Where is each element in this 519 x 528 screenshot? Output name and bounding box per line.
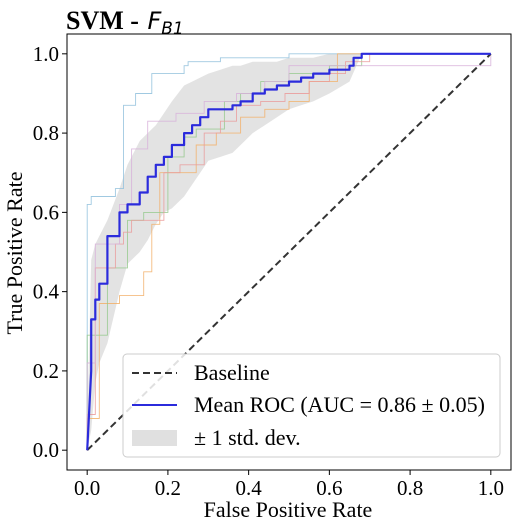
plot-frame bbox=[66, 33, 512, 471]
fold-curve-4 bbox=[86, 53, 491, 451]
y-tick-label: 0.8 bbox=[33, 121, 59, 145]
x-axis-ticks: 0.0 0.2 0.4 0.6 0.8 1.0 bbox=[74, 470, 504, 500]
x-tick-label: 1.0 bbox=[478, 476, 504, 500]
chart-title-main: SVM - bbox=[66, 6, 145, 35]
x-tick-label: 0.8 bbox=[397, 476, 423, 500]
mean-roc-line bbox=[86, 52, 491, 451]
chart-title-subscript: B1 bbox=[161, 19, 183, 39]
x-tick-label: 0.4 bbox=[236, 476, 263, 500]
x-tick-label: 0.2 bbox=[155, 476, 181, 500]
chart-title-symbol: F bbox=[147, 7, 162, 35]
legend-label-baseline: Baseline bbox=[194, 360, 270, 385]
x-tick-label: 0.6 bbox=[316, 476, 342, 500]
std-band-layer bbox=[87, 53, 491, 451]
y-tick-label: 0.6 bbox=[33, 200, 59, 224]
mean-roc-layer bbox=[86, 52, 491, 451]
fold-curve-2 bbox=[86, 53, 491, 451]
legend-box bbox=[122, 353, 501, 458]
y-axis-label: True Positive Rate bbox=[2, 172, 27, 335]
y-tick-label: 0.4 bbox=[33, 280, 60, 304]
legend-label-mean-roc: Mean ROC (AUC = 0.86 ± 0.05) bbox=[194, 392, 485, 417]
chart-title: SVM - FB1 bbox=[66, 6, 184, 39]
y-axis-ticks: 0.0 0.2 0.4 0.6 0.8 1.0 bbox=[33, 42, 67, 462]
std-band bbox=[87, 53, 491, 451]
y-tick-label: 0.0 bbox=[33, 438, 59, 462]
fold-curve-1 bbox=[86, 53, 491, 451]
legend: Baseline Mean ROC (AUC = 0.86 ± 0.05) ± … bbox=[122, 353, 501, 458]
x-tick-label: 0.0 bbox=[74, 476, 100, 500]
y-tick-label: 1.0 bbox=[33, 42, 59, 66]
fold-curves-layer bbox=[86, 53, 492, 451]
legend-label-std-band: ± 1 std. dev. bbox=[194, 425, 301, 450]
y-tick-label: 0.2 bbox=[33, 359, 59, 383]
legend-swatch-std-band bbox=[132, 430, 177, 446]
x-axis-label: False Positive Rate bbox=[204, 497, 373, 522]
fold-curve-5 bbox=[86, 53, 492, 451]
